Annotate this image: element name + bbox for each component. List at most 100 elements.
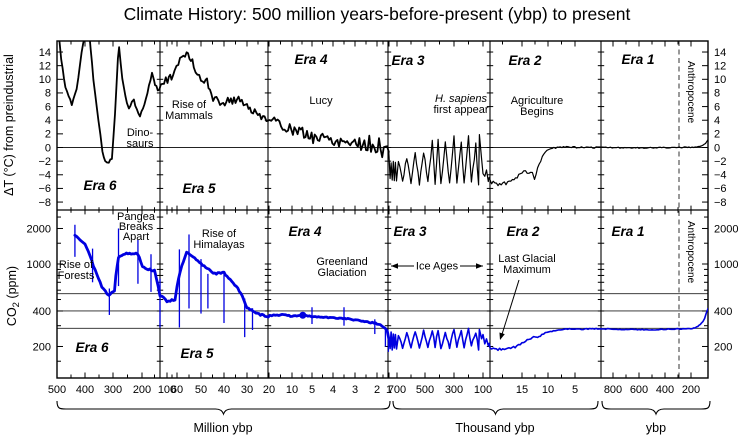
ice-ages-arrowhead-left xyxy=(391,263,398,269)
era-label-top: Era 4 xyxy=(294,52,328,67)
x-tick-label: 5 xyxy=(309,384,315,396)
rise-of-forests-label: Forests xyxy=(58,270,95,282)
temp-ytick-label-left: −4 xyxy=(38,170,51,182)
temp-ytick-label-right: 12 xyxy=(714,60,726,72)
h-sapiens-label: first appear xyxy=(433,104,488,116)
x-group-label: Million ybp xyxy=(193,421,252,435)
x-tick-label: 5 xyxy=(572,384,578,396)
lgm-label: Last Glacial xyxy=(498,253,555,265)
temp-ytick-label-right: 0 xyxy=(714,142,720,154)
era-label-bottom: Era 4 xyxy=(288,224,322,239)
rise-of-forests-label: Rise of xyxy=(59,259,94,271)
x-tick-label: 50 xyxy=(195,384,207,396)
co2-ytick-label-left: 2000 xyxy=(27,223,51,235)
era-label-top: Era 2 xyxy=(508,53,542,68)
temp-ytick-label-left: 8 xyxy=(45,88,51,100)
x-tick-label: 10 xyxy=(286,384,298,396)
temp-axis-title: ΔT (°C) from preindustrial xyxy=(2,54,16,196)
co2-data-point-marker xyxy=(299,311,307,319)
curve-co2-recent xyxy=(388,307,708,352)
co2-axis-title: CO2 (ppm) xyxy=(5,266,22,326)
greenland-label: Greenland xyxy=(316,256,367,268)
co2-ytick-label-left: 1000 xyxy=(27,259,51,271)
dinosaurs-label: saurs xyxy=(127,138,154,150)
temp-ytick-label-left: −8 xyxy=(38,197,51,209)
temp-ytick-label-right: −6 xyxy=(714,183,727,195)
x-tick-label: 20 xyxy=(263,384,275,396)
lgm-arrow-line xyxy=(501,279,520,337)
x-tick-label: 300 xyxy=(445,384,463,396)
x-tick-label: 200 xyxy=(133,384,151,396)
rise-of-himalayas-label: Rise of xyxy=(202,228,237,240)
axis-brace xyxy=(601,400,711,416)
ice-ages-arrowhead-right xyxy=(476,263,483,269)
era-label-top: Era 1 xyxy=(621,52,654,67)
greenland-label: Glaciation xyxy=(318,267,367,279)
x-tick-label: 30 xyxy=(241,384,253,396)
temp-ytick-label-right: −4 xyxy=(714,170,727,182)
x-tick-label: 15 xyxy=(516,384,528,396)
co2-ytick-label-right: 2000 xyxy=(714,223,738,235)
temp-ytick-label-left: 10 xyxy=(39,74,51,86)
x-tick-label: 500 xyxy=(416,384,434,396)
agriculture-label: Begins xyxy=(520,106,554,118)
lgm-label: Maximum xyxy=(503,264,551,276)
x-tick-label: 2 xyxy=(374,384,380,396)
dinosaurs-label: Dino- xyxy=(127,127,154,139)
x-tick-label: 4 xyxy=(330,384,336,396)
co2-ytick-label-right: 400 xyxy=(714,306,732,318)
pangea-label: Pangea xyxy=(117,211,156,223)
axis-brace xyxy=(56,400,391,416)
era-label-bottom: Era 5 xyxy=(180,346,214,361)
temp-ytick-label-left: −6 xyxy=(38,183,51,195)
x-tick-label: 400 xyxy=(76,384,94,396)
temp-ytick-label-left: 12 xyxy=(39,60,51,72)
curve-temp-recent xyxy=(388,134,708,187)
era-label-bottom: Era 6 xyxy=(75,340,109,355)
x-tick-label: 40 xyxy=(218,384,230,396)
axis-brace xyxy=(392,400,599,416)
curve-temp-ancient xyxy=(58,41,390,164)
era-label-bottom: Era 2 xyxy=(506,224,540,239)
temp-ytick-label-left: 4 xyxy=(45,115,51,127)
rise-of-mammals-label: Mammals xyxy=(165,110,213,122)
temp-ytick-label-right: 6 xyxy=(714,101,720,113)
x-tick-label: 1 xyxy=(386,384,392,396)
temp-ytick-label-right: −2 xyxy=(714,156,727,168)
x-group-label: ybp xyxy=(646,421,666,435)
anthropocene-label-top: Anthropocene xyxy=(685,61,696,124)
temp-ytick-label-left: 2 xyxy=(45,129,51,141)
era-label-bottom: Era 3 xyxy=(393,224,427,239)
x-tick-label: 700 xyxy=(388,384,406,396)
curve-co2-ancient xyxy=(73,233,391,341)
temp-ytick-label-right: 4 xyxy=(714,115,720,127)
temp-ytick-label-left: 6 xyxy=(45,101,51,113)
x-tick-label: 10 xyxy=(542,384,554,396)
pangea-label: Breaks xyxy=(119,221,154,233)
co2-axis-title-sub: 2 xyxy=(11,302,22,307)
temp-ytick-label-right: 14 xyxy=(714,47,726,59)
temp-ytick-label-left: 14 xyxy=(39,47,51,59)
chart-title: Climate History: 500 million years-befor… xyxy=(124,4,631,24)
ice-ages-label: Ice Ages xyxy=(416,261,459,273)
x-tick-label: 400 xyxy=(656,384,674,396)
rise-of-mammals-label: Rise of xyxy=(172,99,207,111)
era-label-bottom: Era 1 xyxy=(611,224,644,239)
co2-ytick-label-left: 400 xyxy=(33,306,51,318)
rise-of-himalayas-label: Himalayas xyxy=(193,239,245,251)
x-tick-label: 200 xyxy=(682,384,700,396)
x-tick-label: 100 xyxy=(158,384,176,396)
temp-ytick-label-left: −2 xyxy=(38,156,51,168)
x-tick-label: 100 xyxy=(474,384,492,396)
era-label-top: Era 6 xyxy=(83,178,117,193)
agriculture-label: Agriculture xyxy=(511,95,564,107)
co2-ytick-label-right: 200 xyxy=(714,341,732,353)
pangea-label: Apart xyxy=(123,231,149,243)
x-tick-label: 300 xyxy=(104,384,122,396)
temp-ytick-label-left: 0 xyxy=(45,142,51,154)
lucy-label: Lucy xyxy=(309,95,333,107)
temp-ytick-label-right: 8 xyxy=(714,88,720,100)
